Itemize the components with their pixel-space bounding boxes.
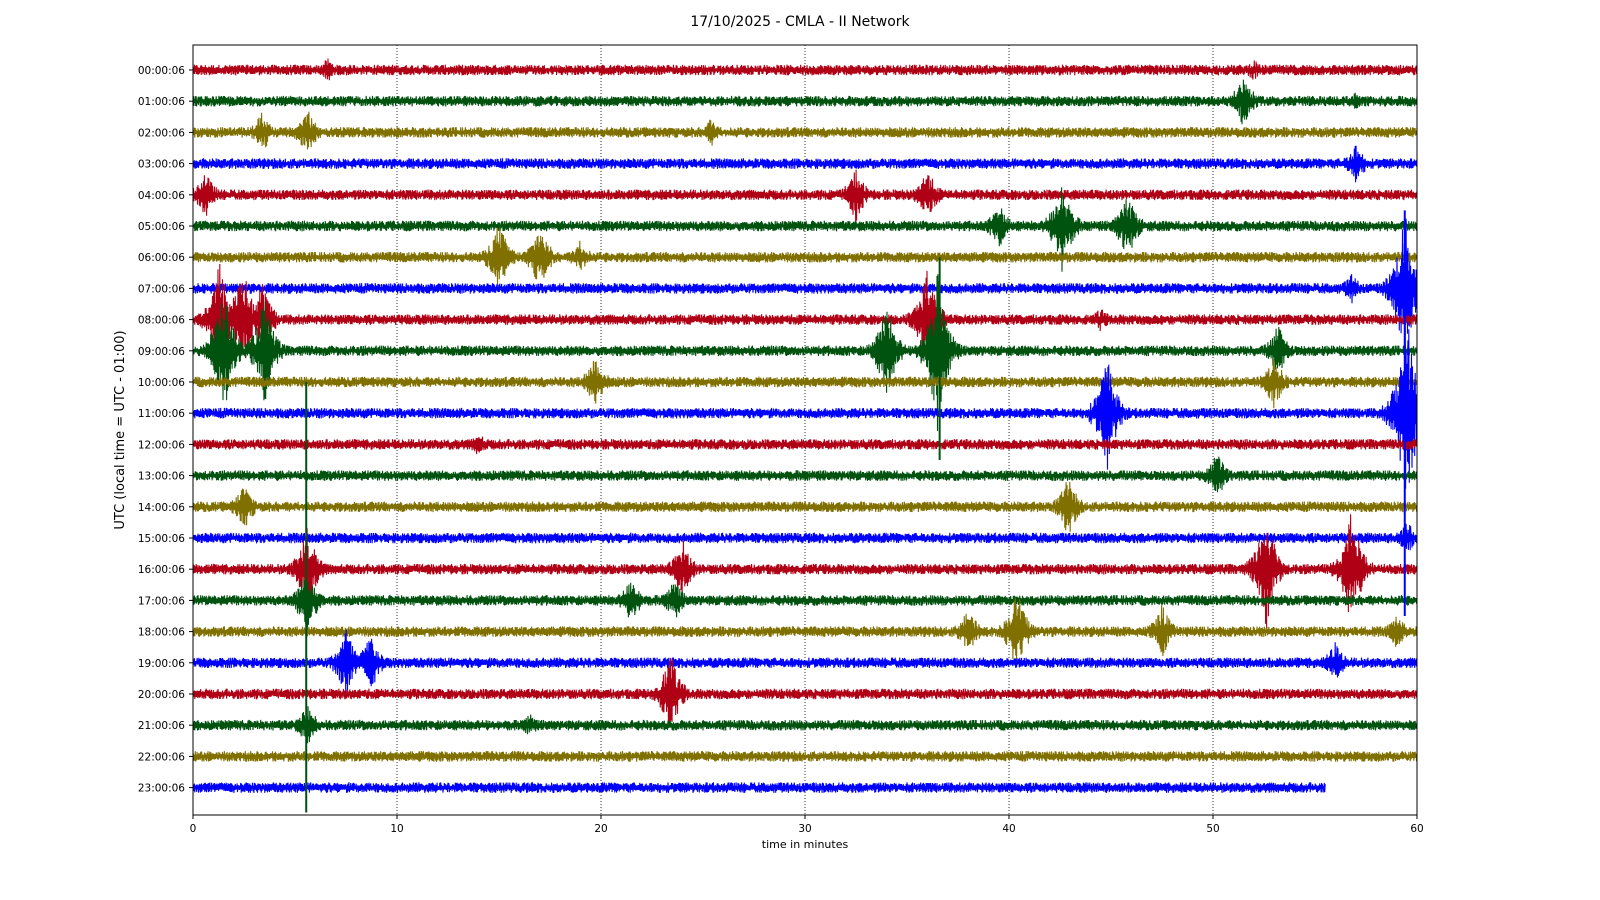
trace-07-00-06 <box>192 218 1418 336</box>
trace-23-00-06 <box>192 782 1326 793</box>
y-tick-label: 18:00:06 <box>138 627 185 639</box>
x-tick-label: 30 <box>798 823 811 835</box>
y-tick-label: 17:00:06 <box>138 595 185 607</box>
trace-00-00-06 <box>192 58 1418 81</box>
trace-15-00-06 <box>192 523 1418 552</box>
x-tick-label: 20 <box>594 823 607 835</box>
y-axis-label: UTC (local time = UTC - 01:00) <box>113 330 128 529</box>
y-tick-label: 01:00:06 <box>138 96 185 108</box>
y-tick-label: 16:00:06 <box>138 564 185 576</box>
trace-14-00-06 <box>192 481 1418 532</box>
trace-19-00-06 <box>192 629 1418 694</box>
trace-12-00-06 <box>192 436 1418 455</box>
y-tick-label: 13:00:06 <box>138 471 185 483</box>
y-tick-label: 15:00:06 <box>138 533 185 545</box>
y-tick-label: 21:00:06 <box>138 720 185 732</box>
trace-11-00-06 <box>192 325 1418 496</box>
y-tick-label: 02:00:06 <box>138 127 185 139</box>
x-tick-label: 10 <box>390 823 403 835</box>
trace-13-00-06 <box>192 456 1418 493</box>
trace-10-00-06 <box>192 359 1418 409</box>
y-tick-labels: 00:00:06 01:00:06 02:00:06 03:00:06 04:00:06… <box>138 65 193 795</box>
grid-lines <box>396 45 1214 815</box>
trace-06-00-06 <box>192 227 1418 287</box>
y-tick-label: 11:00:06 <box>138 408 185 420</box>
x-tick-label: 60 <box>1410 823 1423 835</box>
x-tick-label: 50 <box>1206 823 1219 835</box>
y-tick-label: 10:00:06 <box>138 377 185 389</box>
y-tick-label: 14:00:06 <box>138 502 185 514</box>
trace-21-00-06 <box>192 706 1418 744</box>
trace-02-00-06 <box>192 111 1418 150</box>
y-tick-label: 00:00:06 <box>138 65 185 77</box>
chart-title: 17/10/2025 - CMLA - II Network <box>690 14 910 30</box>
x-tick-labels: 0 10 20 30 40 50 60 <box>190 815 1424 835</box>
y-tick-label: 09:00:06 <box>138 346 185 358</box>
y-tick-label: 22:00:06 <box>138 751 185 763</box>
y-tick-label: 03:00:06 <box>138 159 185 171</box>
trace-01-00-06 <box>192 79 1418 125</box>
y-tick-label: 20:00:06 <box>138 689 185 701</box>
trace-17-00-06 <box>192 575 1418 631</box>
trace-08-00-06 <box>192 263 1418 365</box>
trace-05-00-06 <box>192 187 1418 272</box>
trace-18-00-06 <box>192 597 1418 662</box>
trace-layer <box>192 58 1418 813</box>
trace-09-00-06 <box>192 274 1418 431</box>
x-axis-label: time in minutes <box>762 838 849 851</box>
trace-04-00-06 <box>192 169 1418 222</box>
y-tick-label: 12:00:06 <box>138 439 185 451</box>
trace-03-00-06 <box>192 145 1418 183</box>
x-tick-label: 0 <box>190 823 197 835</box>
y-tick-label: 04:00:06 <box>138 190 185 202</box>
y-tick-label: 06:00:06 <box>138 252 185 264</box>
y-tick-label: 23:00:06 <box>138 783 185 795</box>
y-tick-label: 08:00:06 <box>138 315 185 327</box>
trace-20-00-06 <box>192 657 1418 728</box>
y-tick-label: 19:00:06 <box>138 658 185 670</box>
y-tick-label: 05:00:06 <box>138 221 185 233</box>
trace-22-00-06 <box>192 751 1418 762</box>
y-tick-label: 07:00:06 <box>138 283 185 295</box>
x-tick-label: 40 <box>1002 823 1015 835</box>
trace-16-00-06 <box>192 514 1418 629</box>
